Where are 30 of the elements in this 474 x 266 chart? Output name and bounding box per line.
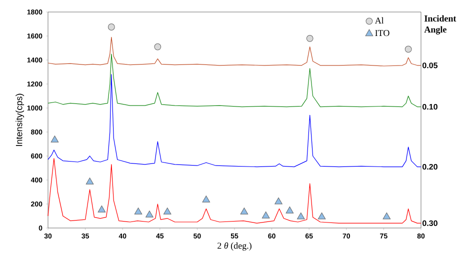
line-series [48, 74, 422, 168]
point [98, 206, 106, 212]
point [146, 210, 154, 218]
legend-label: ITO [375, 30, 390, 36]
point [262, 212, 270, 218]
line-series [48, 36, 422, 66]
series-label: 0.10 [422, 104, 438, 110]
point [154, 43, 162, 50]
point [274, 198, 282, 204]
series-label: 0.30 [422, 220, 438, 226]
point [318, 212, 326, 220]
series-label: 0.20 [422, 164, 438, 170]
series-label: 0.05 [422, 62, 438, 68]
y-axis-title: Intensity(cps) [16, 94, 24, 146]
point [86, 178, 94, 184]
point [306, 34, 314, 42]
point [382, 212, 391, 220]
point [108, 24, 115, 30]
point [50, 136, 59, 142]
point [404, 46, 412, 53]
x-axis-title: 2 θ (deg.) [218, 242, 252, 251]
point [297, 212, 305, 220]
legend-label: Al [374, 17, 384, 24]
point [286, 206, 294, 214]
point [202, 196, 210, 202]
point [163, 208, 172, 214]
line-series [48, 54, 422, 108]
legend-title: Incident Angle [424, 15, 456, 34]
point [134, 208, 142, 214]
point [240, 208, 248, 214]
